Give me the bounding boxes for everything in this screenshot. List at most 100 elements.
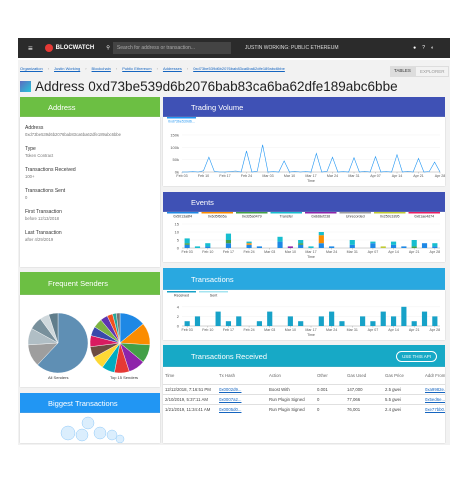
bar-segment — [390, 244, 397, 248]
bar-segment — [411, 246, 417, 248]
explorer-button[interactable]: EXPLORER — [414, 66, 450, 77]
bar-segment — [360, 316, 366, 326]
table-cell: 0 — [317, 407, 320, 412]
x-tick-label: Feb 17 — [223, 328, 234, 332]
field-value: before 12/13/2018 — [25, 216, 59, 221]
address-header: Address — [20, 97, 160, 117]
y-tick-label: 100k — [170, 145, 179, 150]
x-tick-label: Feb 03 — [182, 328, 193, 332]
legend-label: 0xd35a0479 — [242, 215, 262, 219]
crumb[interactable]: Justin Working — [54, 66, 81, 71]
menu-icon[interactable]: ≡ — [28, 43, 33, 53]
search-input[interactable]: Search for address or transaction... — [112, 42, 231, 54]
pie-slice — [116, 312, 121, 344]
bar-segment — [401, 246, 407, 248]
legend-swatch — [167, 291, 196, 293]
x-tick-label: Apr 14 — [388, 250, 399, 254]
table-cell: 77,066 — [347, 397, 361, 402]
breadcrumbs: Organization › Justin Working › Blockchain › P… — [20, 66, 290, 71]
crumb[interactable]: Blockchain — [91, 66, 111, 71]
y-tick-label: 2 — [177, 314, 180, 319]
x-tick-label: Apr 21 — [413, 174, 424, 178]
bar-segment — [184, 238, 190, 244]
crumb[interactable]: 0xd73be539d6b2076bab83ca6ba62dfe189abc6b… — [193, 66, 285, 71]
legend-label: 0x8d8ef238 — [311, 215, 330, 219]
legend-label: Unrecorded — [346, 215, 365, 219]
bar-segment — [277, 236, 283, 242]
bar-segment — [318, 243, 324, 248]
events-header: Events — [163, 192, 445, 212]
bar-segment — [298, 321, 304, 326]
bar-segment — [287, 316, 293, 326]
field-value: Token Contract — [25, 153, 54, 158]
x-tick-label: Mar 31 — [347, 328, 358, 332]
bar-segment — [184, 321, 190, 326]
crumb-sep: › — [47, 66, 50, 71]
crumb[interactable]: Public Ethereum — [122, 66, 152, 71]
column-header: Action — [269, 373, 281, 378]
page-title: Address 0xd73be539d6b2076bab83ca6ba62dfe… — [35, 79, 398, 94]
table-cell: 0xe77bb0... — [425, 407, 445, 412]
field-label: Address — [25, 125, 44, 131]
field: First Transaction before 12/13/2018 — [25, 209, 155, 221]
legend-label: 0x5013a8f4 — [173, 215, 192, 219]
y-tick-label: 10 — [175, 230, 180, 235]
bar-segment — [370, 321, 376, 326]
bar-segment — [267, 311, 273, 326]
y-tick-label: 0 — [177, 246, 180, 251]
api-button[interactable]: USE THIS API — [396, 350, 437, 362]
x-tick-label: Feb 10 — [202, 250, 213, 254]
brand: BLOCWATCH — [55, 45, 95, 51]
crumb[interactable]: Addresses — [162, 66, 182, 71]
table-cell: 0xa9982e... — [425, 387, 445, 392]
x-tick-label: Apr 14 — [392, 174, 403, 178]
bar-segment — [256, 246, 262, 248]
x-tick-label: Feb 24 — [241, 174, 252, 178]
column-header: Gas Price — [385, 373, 404, 378]
table-cell: 0x0002d9... — [219, 387, 242, 392]
transactions-body — [163, 290, 445, 340]
legend-swatch — [167, 212, 199, 214]
table-cell: 2.4 gwei — [385, 407, 402, 412]
bar-segment — [318, 316, 324, 326]
crumb[interactable]: Organization — [20, 66, 43, 71]
column-header: Addr From — [425, 373, 445, 378]
x-tick-label: Mar 03 — [264, 328, 275, 332]
trading-header: Trading Volume — [163, 97, 445, 117]
pie-slice — [37, 312, 89, 374]
top-bar: ≡ BLOCWATCH ⚲ Search for address or tran… — [18, 38, 450, 58]
toolbar-icons[interactable]: ●?◐ — [413, 45, 440, 51]
column-header: Tx Hash — [219, 373, 235, 378]
tables-button[interactable]: TABLES — [390, 66, 415, 77]
field-label: Last Transaction — [25, 230, 62, 236]
events-body — [163, 212, 445, 262]
x-tick-label: Apr 21 — [409, 328, 420, 332]
x-tick-label: Mar 31 — [348, 174, 359, 178]
bar-segment — [380, 311, 386, 326]
bar-segment — [339, 321, 345, 326]
table-cell: 0x0007a2... — [219, 397, 242, 402]
bubbles — [60, 416, 125, 444]
bar-segment — [432, 243, 438, 247]
field-value: 0xd73be539d6b2076bab83ca6ba62dfe189abc6b… — [25, 132, 121, 137]
crumb-sep: › — [115, 66, 118, 71]
pie-label: Top 15 Senders — [110, 375, 139, 380]
bar-segment — [390, 241, 397, 245]
bar-segment — [236, 316, 242, 326]
network[interactable]: JUSTIN WORKING: PUBLIC ETHEREUM — [244, 45, 339, 51]
x-tick-label: Apr 07 — [368, 250, 379, 254]
table-row: 12/12/2018, 7:16:51 PM 0x0002d9... Boost W… — [163, 384, 445, 395]
x-tick-label: Apr 28 — [430, 328, 441, 332]
x-tick-label: Apr 28 — [435, 174, 446, 178]
senders-header: Frequent Senders — [20, 272, 160, 295]
biggest-body — [20, 413, 160, 444]
view-toggle: TABLES EXPLORER — [390, 66, 450, 77]
table-row: 2/10/2019, 5:37:11 AM 0x0007a2... Run Plug… — [163, 394, 445, 405]
bar-segment — [298, 240, 304, 244]
table-cell: 5.5 gwei — [385, 397, 402, 402]
x-tick-label: Mar 17 — [305, 174, 316, 178]
title-icon — [20, 81, 31, 92]
bar-segment — [318, 232, 324, 236]
x-tick-label: Apr 28 — [430, 250, 441, 254]
